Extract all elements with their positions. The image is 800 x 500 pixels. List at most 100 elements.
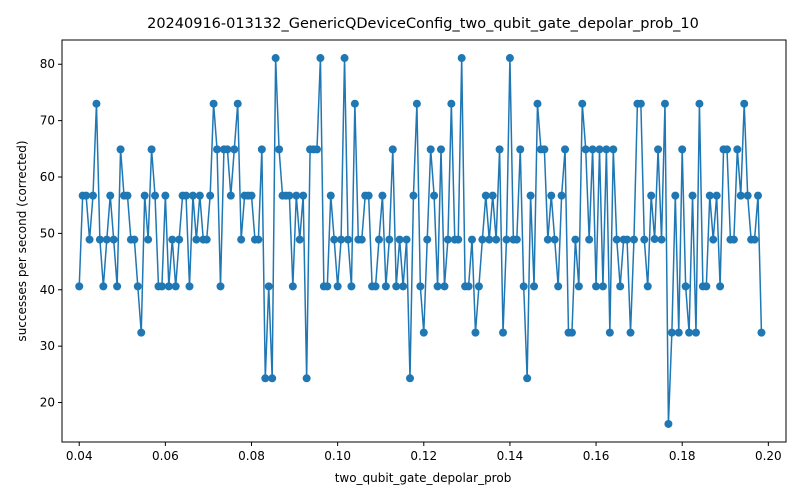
data-point	[512, 235, 521, 244]
data-point	[175, 235, 184, 244]
data-point	[488, 191, 497, 200]
data-point	[647, 191, 656, 200]
data-point	[595, 145, 604, 154]
y-tick-label: 60	[40, 170, 55, 184]
data-point	[192, 235, 201, 244]
data-point	[602, 145, 611, 154]
y-tick-label: 20	[40, 396, 55, 410]
data-point	[419, 328, 428, 337]
data-point	[337, 235, 346, 244]
data-point	[578, 99, 587, 108]
data-point	[323, 282, 332, 291]
data-point	[161, 191, 170, 200]
data-point	[474, 282, 483, 291]
data-point	[412, 99, 421, 108]
data-point	[526, 191, 535, 200]
data-point	[75, 282, 84, 291]
data-point	[667, 328, 676, 337]
data-point	[147, 145, 156, 154]
data-point	[592, 282, 601, 291]
data-point	[454, 235, 463, 244]
data-point	[626, 328, 635, 337]
data-point	[374, 235, 383, 244]
data-point	[99, 282, 108, 291]
y-axis-label: successes per second (corrected)	[15, 140, 29, 341]
data-point	[89, 191, 98, 200]
data-point	[581, 145, 590, 154]
data-point	[585, 235, 594, 244]
data-point	[82, 191, 91, 200]
data-point	[247, 191, 256, 200]
data-point	[468, 235, 477, 244]
x-tick-label: 0.12	[410, 449, 437, 463]
data-point	[481, 191, 490, 200]
data-point	[557, 191, 566, 200]
y-tick-label: 40	[40, 283, 55, 297]
data-point	[399, 282, 408, 291]
data-point	[213, 145, 222, 154]
data-point	[443, 235, 452, 244]
x-tick-label: 0.04	[66, 449, 93, 463]
data-point	[516, 145, 525, 154]
data-point	[347, 282, 356, 291]
data-point	[388, 145, 397, 154]
data-point	[254, 235, 263, 244]
data-point	[188, 191, 197, 200]
data-point	[426, 145, 435, 154]
data-point	[705, 191, 714, 200]
data-point	[757, 328, 766, 337]
data-point	[357, 235, 366, 244]
data-point	[316, 54, 325, 63]
data-point	[385, 235, 394, 244]
data-point	[623, 235, 632, 244]
data-point	[678, 145, 687, 154]
data-point	[550, 235, 559, 244]
data-point	[654, 145, 663, 154]
x-tick-label: 0.18	[669, 449, 696, 463]
data-point	[402, 235, 411, 244]
data-point	[233, 99, 242, 108]
data-point	[395, 235, 404, 244]
data-point	[340, 54, 349, 63]
data-point	[302, 374, 311, 383]
data-point	[440, 282, 449, 291]
data-point	[629, 235, 638, 244]
data-point	[547, 191, 556, 200]
data-point	[157, 282, 166, 291]
x-tick-label: 0.10	[324, 449, 351, 463]
data-point	[392, 282, 401, 291]
data-point	[202, 235, 211, 244]
data-point	[502, 235, 511, 244]
data-point	[113, 282, 122, 291]
x-tick-label: 0.20	[755, 449, 782, 463]
data-point	[533, 99, 542, 108]
x-tick-label: 0.16	[583, 449, 610, 463]
data-point	[330, 235, 339, 244]
x-tick-label: 0.06	[152, 449, 179, 463]
data-point	[523, 374, 532, 383]
data-point	[406, 374, 414, 383]
data-point	[716, 282, 725, 291]
data-point	[151, 191, 160, 200]
data-point	[485, 235, 494, 244]
data-point	[543, 235, 552, 244]
data-point	[695, 99, 704, 108]
data-point	[116, 145, 125, 154]
y-tick-label: 50	[40, 226, 55, 240]
data-point	[230, 145, 239, 154]
data-point	[206, 191, 215, 200]
data-point	[168, 235, 177, 244]
data-point	[343, 235, 352, 244]
data-point	[643, 282, 652, 291]
data-point	[275, 145, 284, 154]
data-point	[657, 235, 666, 244]
y-tick-label: 70	[40, 114, 55, 128]
data-point	[261, 374, 270, 383]
data-point	[471, 328, 480, 337]
chart-title: 20240916-013132_GenericQDeviceConfig_two…	[147, 16, 699, 32]
data-point	[612, 235, 621, 244]
data-point	[447, 99, 456, 108]
data-point	[561, 145, 570, 154]
data-point	[133, 282, 142, 291]
data-point	[264, 282, 273, 291]
